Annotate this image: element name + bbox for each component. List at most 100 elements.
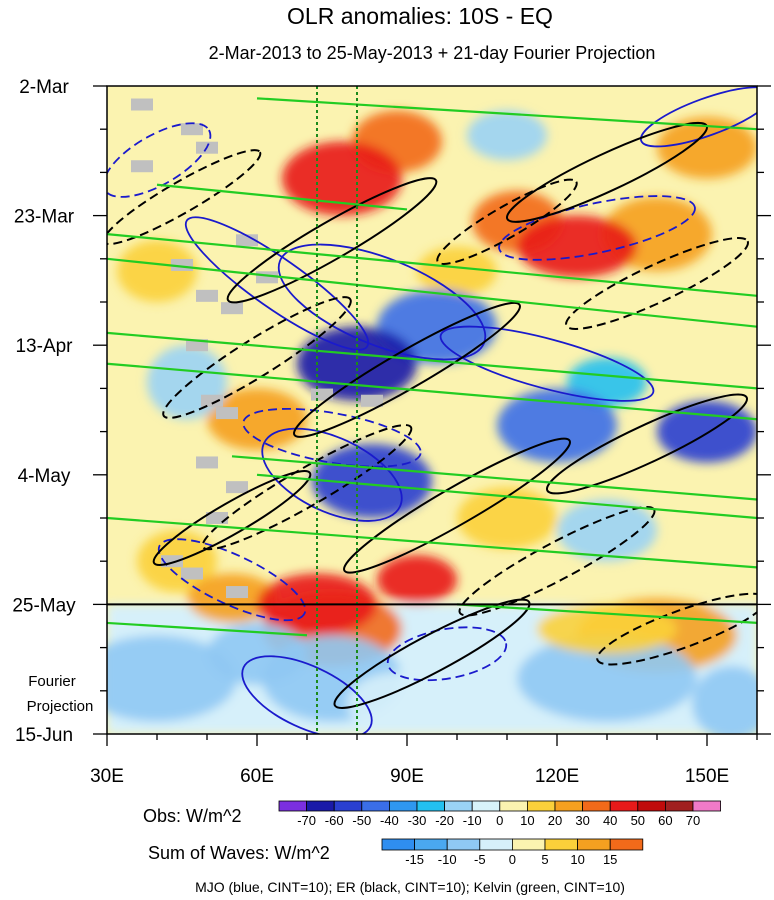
projection-blob-3 — [347, 672, 447, 734]
obs-swatch-1 — [306, 800, 335, 812]
projection-label-line2: Projection — [27, 698, 94, 715]
x-tick-label-4: 150E — [685, 766, 729, 787]
x-tick-label-0: 30E — [90, 766, 124, 787]
kelvin-contour-8 — [156, 183, 408, 211]
x-axis: 30E 60E 90E 120E 150E — [90, 734, 758, 787]
obs-swatch-10 — [554, 800, 584, 812]
obs-swatch-12 — [609, 800, 639, 812]
y-tick-label-5: 15-Jun — [15, 725, 73, 746]
x-tick-label-1: 60E — [240, 766, 274, 787]
mjo-contour-3 — [439, 325, 655, 402]
x-tick-label-2: 90E — [390, 766, 424, 787]
wave-legend: MJO (blue, CINT=10); ER (black, CINT=10)… — [195, 879, 625, 895]
obs-level-5: -20 — [435, 813, 454, 828]
obs-swatch-14 — [665, 800, 694, 812]
anomaly-blob-3 — [467, 110, 547, 161]
mjo-contour-1 — [184, 216, 370, 351]
projection-blob-6 — [537, 604, 677, 654]
waves-level-6: 15 — [603, 852, 617, 867]
obs-swatch-6 — [444, 800, 473, 812]
missing-cell-18 — [181, 567, 203, 580]
obs-swatch-4 — [388, 800, 418, 812]
kelvin-contour-4 — [231, 455, 757, 501]
kelvin-contour-5 — [256, 473, 757, 520]
mjo-contour-7 — [241, 655, 373, 734]
mjo-contour-9 — [498, 195, 696, 261]
anomaly-blob-7 — [657, 116, 757, 179]
mjo-contour-0 — [107, 122, 212, 198]
obs-level-12: 50 — [631, 813, 645, 828]
obs-level-13: 60 — [658, 813, 672, 828]
waves-level-4: 5 — [541, 852, 548, 867]
obs-level-14: 70 — [686, 813, 700, 828]
obs-swatch-3 — [361, 800, 390, 812]
y-tick-label-4: 25-May — [12, 595, 76, 616]
missing-cell-14 — [196, 456, 218, 469]
missing-cell-4 — [236, 234, 258, 247]
obs-level-10: 30 — [575, 813, 589, 828]
anomaly-blob-1 — [117, 240, 197, 302]
er-contour-2 — [162, 296, 352, 419]
anomaly-blobs — [107, 110, 757, 734]
missing-cell-9 — [186, 339, 208, 352]
waves-colorbar-swatches: -15 -10 -5 0 5 10 15 — [381, 838, 644, 867]
anomaly-blob-0 — [417, 246, 497, 296]
er-contour-13 — [436, 178, 578, 265]
kelvin-contour-7 — [256, 97, 757, 131]
waves-level-0: -15 — [405, 852, 424, 867]
y-tick-label-0: 2-Mar — [19, 77, 69, 98]
x-tick-label-3: 120E — [535, 766, 579, 787]
chart-title: OLR anomalies: 10S - EQ — [287, 3, 553, 29]
er-contour-7 — [333, 598, 531, 709]
waves-swatch-1 — [414, 838, 448, 851]
obs-swatch-5 — [416, 800, 446, 812]
missing-cell-7 — [196, 289, 218, 302]
missing-cell-19 — [226, 586, 248, 599]
missing-cell-15 — [226, 481, 248, 494]
plot-area — [106, 85, 758, 735]
anomaly-blob-21 — [517, 215, 637, 278]
kelvin-contour-3 — [107, 362, 757, 421]
y-tick-label-1: 23-Mar — [14, 207, 75, 228]
chart-subtitle: 2-Mar-2013 to 25-May-2013 + 21-day Fouri… — [209, 43, 656, 63]
y-axis: 2-Mar 23-Mar 13-Apr 4-May 25-May 15-Jun — [12, 77, 771, 746]
waves-swatch-0 — [381, 838, 415, 851]
obs-level-0: -70 — [297, 813, 316, 828]
obs-swatch-7 — [471, 800, 501, 812]
anomaly-blob-2 — [457, 487, 557, 549]
projection-blob-5 — [692, 666, 757, 734]
obs-colorbar-label: Obs: W/m^2 — [143, 806, 241, 826]
obs-level-6: -10 — [463, 813, 482, 828]
anomaly-blob-6 — [207, 388, 307, 451]
waves-level-2: -5 — [474, 852, 486, 867]
obs-level-1: -60 — [325, 813, 344, 828]
missing-cell-13 — [216, 407, 238, 420]
anomaly-blob-10 — [187, 573, 277, 623]
obs-swatch-11 — [582, 800, 611, 812]
waves-colorbar-label: Sum of Waves: W/m^2 — [148, 843, 330, 863]
er-contour-3 — [293, 301, 521, 438]
missing-cell-1 — [181, 123, 203, 136]
er-contour-5 — [343, 437, 571, 574]
projection-blob-2 — [107, 635, 237, 722]
obs-level-11: 40 — [603, 813, 617, 828]
plot-frame — [106, 85, 758, 735]
obs-swatch-8 — [499, 800, 528, 812]
er-contour-8 — [545, 393, 749, 495]
obs-swatch-13 — [637, 800, 666, 812]
obs-level-4: -30 — [408, 813, 427, 828]
missing-cell-12 — [201, 394, 223, 407]
obs-level-9: 20 — [548, 813, 562, 828]
er-contour-0 — [107, 149, 262, 246]
er-contours — [107, 121, 757, 709]
kelvin-contour-0 — [107, 233, 757, 297]
waves-colorbar: Sum of Waves: W/m^2 -15 -10 -5 0 5 10 15 — [148, 838, 644, 867]
er-contour-9 — [565, 237, 749, 330]
waves-swatch-4 — [512, 838, 546, 851]
obs-swatch-9 — [527, 800, 556, 812]
waves-swatch-5 — [544, 838, 578, 851]
obs-level-8: 10 — [520, 813, 534, 828]
waves-level-5: 10 — [570, 852, 584, 867]
waves-swatch-3 — [479, 838, 513, 851]
missing-cell-0 — [131, 98, 153, 111]
